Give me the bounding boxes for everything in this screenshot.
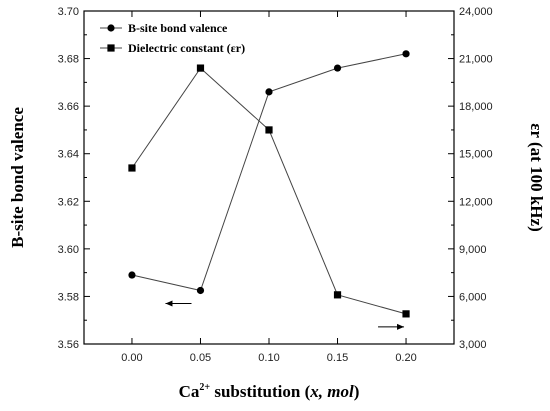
y-right-tick-label: 6,000 [459, 291, 487, 303]
plot-frame [83, 10, 455, 345]
x-tick-label: 0.15 [327, 352, 348, 364]
legend: B-site bond valence Dielectric constant (… [100, 21, 245, 55]
x-tick-label: 0.05 [190, 352, 211, 364]
series-dielectric-constant [128, 64, 410, 318]
arrow-head [397, 323, 405, 330]
data-point-circle [402, 50, 410, 58]
data-point-square [402, 310, 410, 318]
series-line [131, 67, 407, 315]
series-layer [128, 50, 410, 318]
data-point-circle [128, 271, 136, 279]
data-point-circle [196, 286, 205, 295]
y-right-tick-label: 21,000 [459, 54, 493, 66]
y-left-axis-title: B-site bond valence [8, 107, 27, 248]
x-axis-title: Ca2+ substitution (x, mol) [179, 382, 360, 401]
data-point-circle [265, 88, 273, 96]
y-left-tick-label: 3.58 [58, 291, 79, 303]
series-bond-valence [128, 50, 410, 295]
data-point-circle [333, 64, 342, 72]
y-left-tick-label: 3.70 [58, 6, 79, 18]
y-left-tick-label: 3.64 [58, 149, 79, 161]
data-point-square [196, 64, 205, 72]
axes: 0.00 0.05 0.10 0.15 0.20 3.56 3.58 3.60 3.62 3.64… [58, 6, 493, 364]
y-right-tick-label: 18,000 [459, 101, 493, 113]
y-right-tick-label: 9,000 [459, 244, 487, 256]
y-left-tick-label: 3.68 [58, 54, 79, 66]
y-left-tick-label: 3.62 [58, 196, 79, 208]
x-tick-label: 0.20 [395, 352, 416, 364]
x-axis-title-superscript: 2+ [199, 382, 210, 393]
x-axis-title-base: Ca [179, 382, 200, 401]
y-left-tick-label: 3.56 [58, 339, 79, 351]
legend-label: B-site bond valence [128, 21, 228, 35]
legend-marker [107, 44, 115, 52]
x-axis-title-variable: x, mol [309, 382, 354, 401]
data-point-square [128, 164, 136, 172]
x-axis-title-close: ) [354, 382, 360, 401]
y-right-tick-label: 3,000 [459, 339, 487, 351]
data-point-square [265, 126, 273, 134]
legend-marker [107, 24, 115, 32]
y-left-tick-label: 3.60 [58, 244, 79, 256]
y-right-tick-label: 24,000 [459, 6, 493, 18]
data-point-square [333, 291, 342, 299]
axis-titles: Ca2+ substitution (x, mol) B-site bond va… [8, 107, 546, 401]
y-right-axis-title: εr (at 100 kHz) [527, 123, 546, 231]
y-right-tick-label: 12,000 [459, 196, 493, 208]
y-right-tick-label: 15,000 [459, 149, 493, 161]
arrow-head [165, 300, 173, 307]
y-left-tick-label: 3.66 [58, 101, 79, 113]
legend-label: Dielectric constant (εr) [128, 41, 245, 55]
x-tick-label: 0.10 [258, 352, 279, 364]
annotations [165, 300, 405, 330]
x-axis-title-rest: substitution ( [210, 382, 310, 401]
x-tick-label: 0.00 [121, 352, 142, 364]
